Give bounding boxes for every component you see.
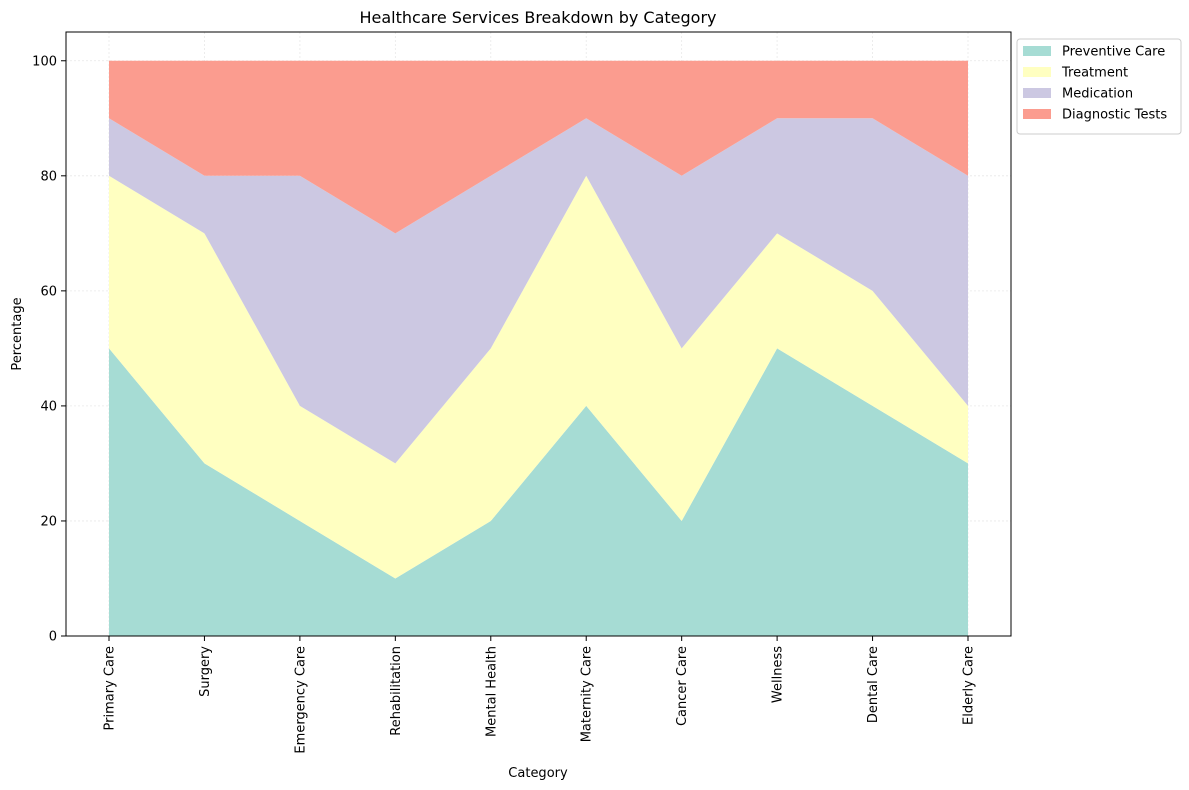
- legend: Preventive Care Treatment Medication Diagno…: [1016, 38, 1182, 135]
- x-tick-label: Primary Care: [103, 646, 118, 730]
- legend-swatch-treatment: [1023, 67, 1051, 77]
- x-tick-label: Dental Care: [866, 646, 881, 723]
- y-tick-label: 100: [32, 54, 57, 69]
- legend-label-treatment: Treatment: [1061, 66, 1128, 81]
- legend-label-preventive-care: Preventive Care: [1062, 45, 1165, 60]
- legend-swatch-diagnostic-tests: [1023, 109, 1051, 119]
- x-tick-label: Mental Health: [484, 646, 499, 737]
- y-axis-label: Percentage: [10, 297, 25, 370]
- plot-frame: [65, 31, 1012, 637]
- x-axis-label: Category: [508, 766, 568, 781]
- y-tick-label: 40: [40, 399, 57, 414]
- x-tick-label: Wellness: [771, 646, 786, 703]
- y-tick-label: 0: [49, 630, 57, 645]
- y-axis: 0 20 40 60 80 100: [32, 54, 66, 645]
- x-axis: Primary Care Surgery Emergency Care Rehabil…: [103, 636, 977, 754]
- legend-swatch-medication: [1023, 88, 1051, 98]
- x-tick-label: Rehabilitation: [389, 646, 404, 736]
- x-tick-label: Maternity Care: [580, 646, 595, 742]
- x-tick-label: Cancer Care: [675, 646, 690, 726]
- y-tick-label: 80: [40, 169, 57, 184]
- chart-title: Healthcare Services Breakdown by Categor…: [359, 8, 716, 27]
- area-diagnostic-tests: [109, 60, 968, 234]
- y-tick-label: 60: [40, 284, 57, 299]
- area-treatment: [109, 175, 968, 579]
- area-preventive-care: [109, 348, 968, 636]
- y-tick-label: 20: [40, 514, 57, 529]
- x-tick-label: Elderly Care: [962, 646, 977, 725]
- legend-label-diagnostic-tests: Diagnostic Tests: [1062, 108, 1167, 123]
- area-medication: [109, 118, 968, 464]
- legend-box: [1016, 38, 1182, 135]
- area-layer: [109, 60, 968, 636]
- x-tick-label: Emergency Care: [293, 646, 308, 754]
- legend-swatch-preventive-care: [1023, 46, 1051, 56]
- x-tick-label: Surgery: [198, 646, 213, 697]
- legend-label-medication: Medication: [1062, 87, 1133, 102]
